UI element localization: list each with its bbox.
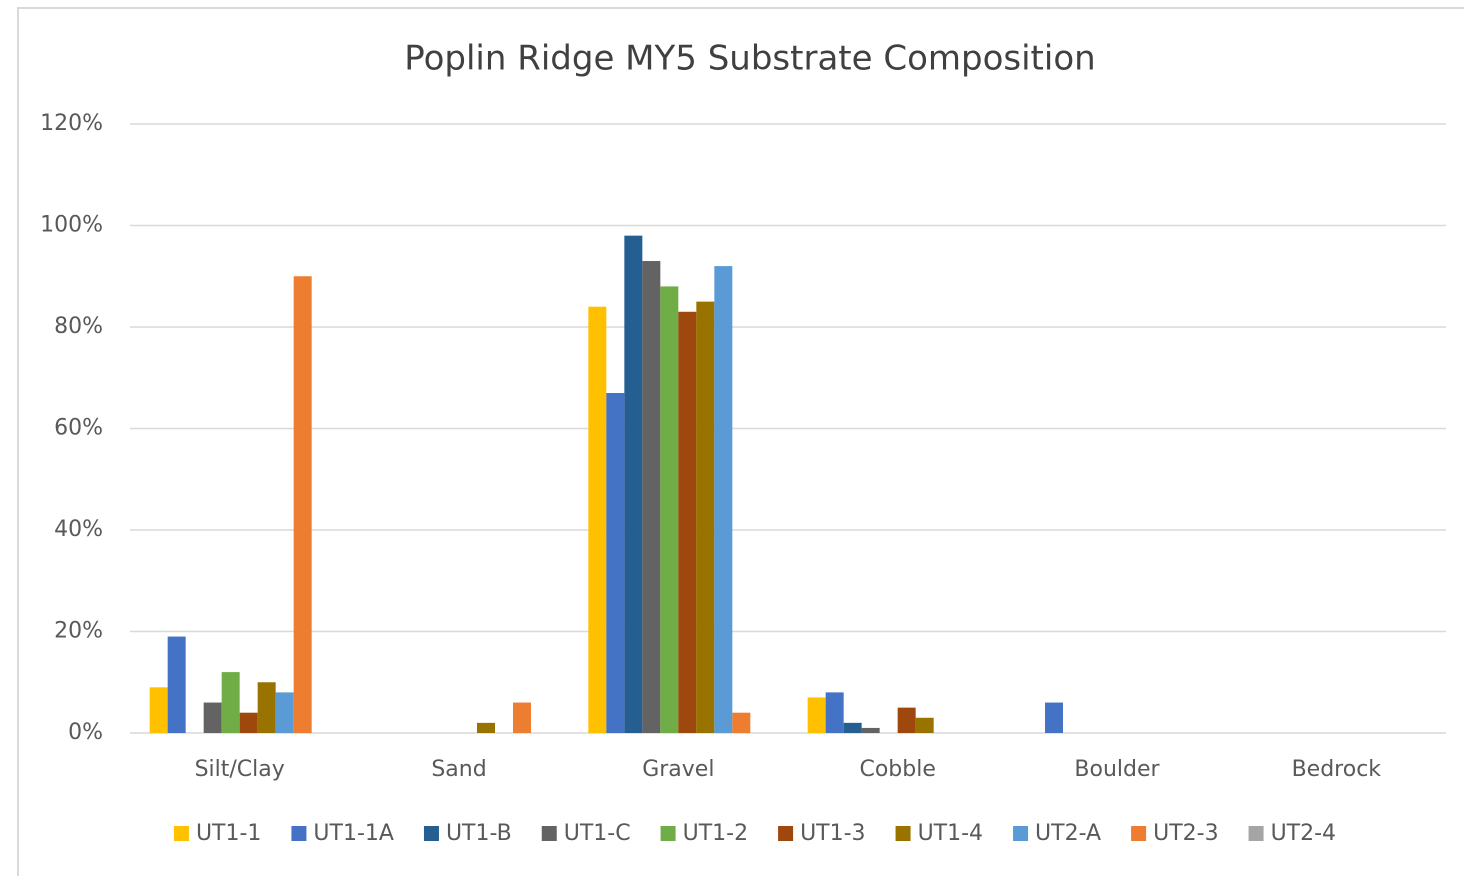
bar xyxy=(732,712,751,733)
legend-swatch xyxy=(895,826,911,841)
bar xyxy=(915,717,934,733)
bar xyxy=(642,261,661,733)
legend-label: UT2-3 xyxy=(1153,821,1218,846)
legend-label: UT1-1 xyxy=(196,821,261,846)
bar xyxy=(149,687,168,733)
legend-swatch xyxy=(541,826,557,841)
y-tick-label: 60% xyxy=(54,416,103,441)
legend-label: UT1-2 xyxy=(683,821,748,846)
bar xyxy=(513,702,531,733)
bar xyxy=(714,266,733,733)
y-tick-label: 80% xyxy=(54,314,103,339)
bar xyxy=(257,682,276,733)
y-tick-label: 0% xyxy=(68,720,103,745)
x-tick-label: Silt/Clay xyxy=(195,757,285,782)
bar xyxy=(239,712,258,733)
bar xyxy=(861,727,880,733)
x-tick-label: Boulder xyxy=(1074,757,1160,782)
bar xyxy=(606,392,625,733)
x-tick-label: Cobble xyxy=(859,757,935,782)
bar xyxy=(1045,702,1063,733)
chart-title: Poplin Ridge MY5 Substrate Composition xyxy=(404,39,1095,79)
bar xyxy=(678,311,697,733)
bar xyxy=(167,636,186,733)
legend-swatch xyxy=(1013,826,1029,841)
chart-frame xyxy=(17,7,1464,876)
bar xyxy=(843,722,862,733)
y-tick-label: 20% xyxy=(54,619,103,644)
y-tick-label: 100% xyxy=(40,213,103,238)
bar xyxy=(221,672,240,733)
bar xyxy=(897,707,916,733)
legend-label: UT1-4 xyxy=(918,821,983,846)
bar xyxy=(825,692,844,733)
legend-swatch xyxy=(173,826,189,841)
y-tick-label: 40% xyxy=(54,517,103,542)
bar xyxy=(807,697,826,733)
legend-label: UT1-1A xyxy=(313,821,394,846)
bar xyxy=(477,722,495,733)
legend-label: UT1-B xyxy=(446,821,512,846)
bar xyxy=(696,301,715,733)
legend-label: UT2-4 xyxy=(1271,821,1336,846)
legend-label: UT1-C xyxy=(564,821,631,846)
x-tick-label: Sand xyxy=(431,757,486,782)
x-tick-label: Gravel xyxy=(642,757,714,782)
bar xyxy=(203,702,222,733)
bar xyxy=(293,276,312,733)
legend-swatch xyxy=(423,826,439,841)
bar xyxy=(588,306,607,733)
legend-swatch xyxy=(660,826,676,841)
bar xyxy=(660,286,679,733)
legend-swatch xyxy=(291,826,307,841)
legend-label: UT2-A xyxy=(1035,821,1101,846)
legend-swatch xyxy=(778,826,794,841)
legend-swatch xyxy=(1248,826,1264,841)
bar xyxy=(624,235,643,733)
y-tick-label: 120% xyxy=(40,111,103,136)
x-tick-label: Bedrock xyxy=(1292,757,1382,782)
legend-swatch xyxy=(1131,826,1147,841)
legend-label: UT1-3 xyxy=(800,821,865,846)
bar xyxy=(275,692,294,733)
